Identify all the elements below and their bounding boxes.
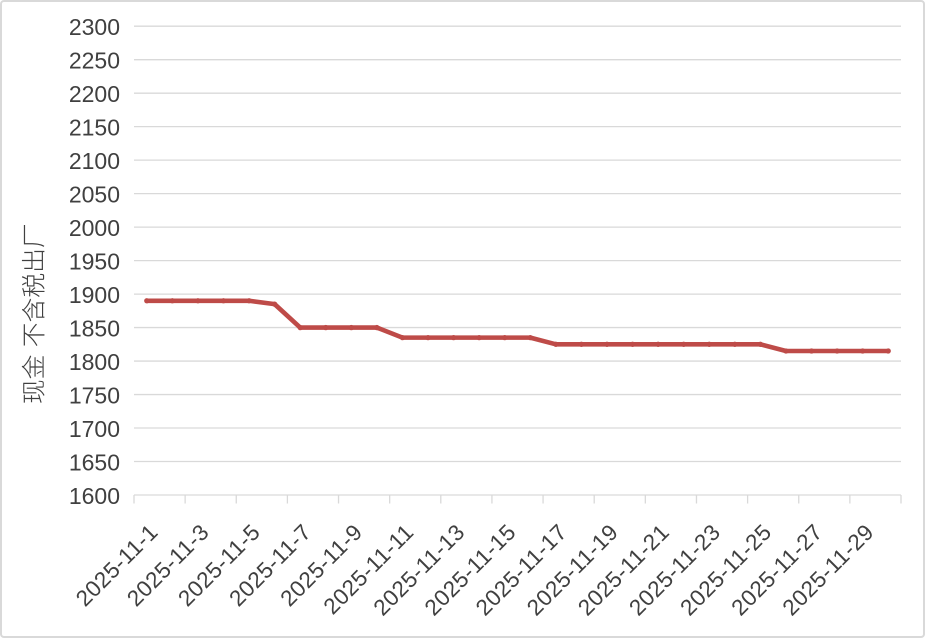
svg-text:1650: 1650	[69, 449, 120, 475]
svg-text:1950: 1950	[69, 248, 120, 274]
svg-text:2200: 2200	[69, 81, 120, 107]
svg-text:1900: 1900	[69, 282, 120, 308]
svg-text:2000: 2000	[69, 215, 120, 241]
svg-text:1850: 1850	[69, 315, 120, 341]
svg-text:2150: 2150	[69, 114, 120, 140]
svg-text:1600: 1600	[69, 483, 120, 509]
svg-text:2300: 2300	[69, 14, 120, 40]
svg-text:2100: 2100	[69, 148, 120, 174]
svg-text:2250: 2250	[69, 47, 120, 73]
svg-text:1700: 1700	[69, 416, 120, 442]
svg-text:2050: 2050	[69, 181, 120, 207]
svg-text:1800: 1800	[69, 349, 120, 375]
svg-text:1750: 1750	[69, 382, 120, 408]
